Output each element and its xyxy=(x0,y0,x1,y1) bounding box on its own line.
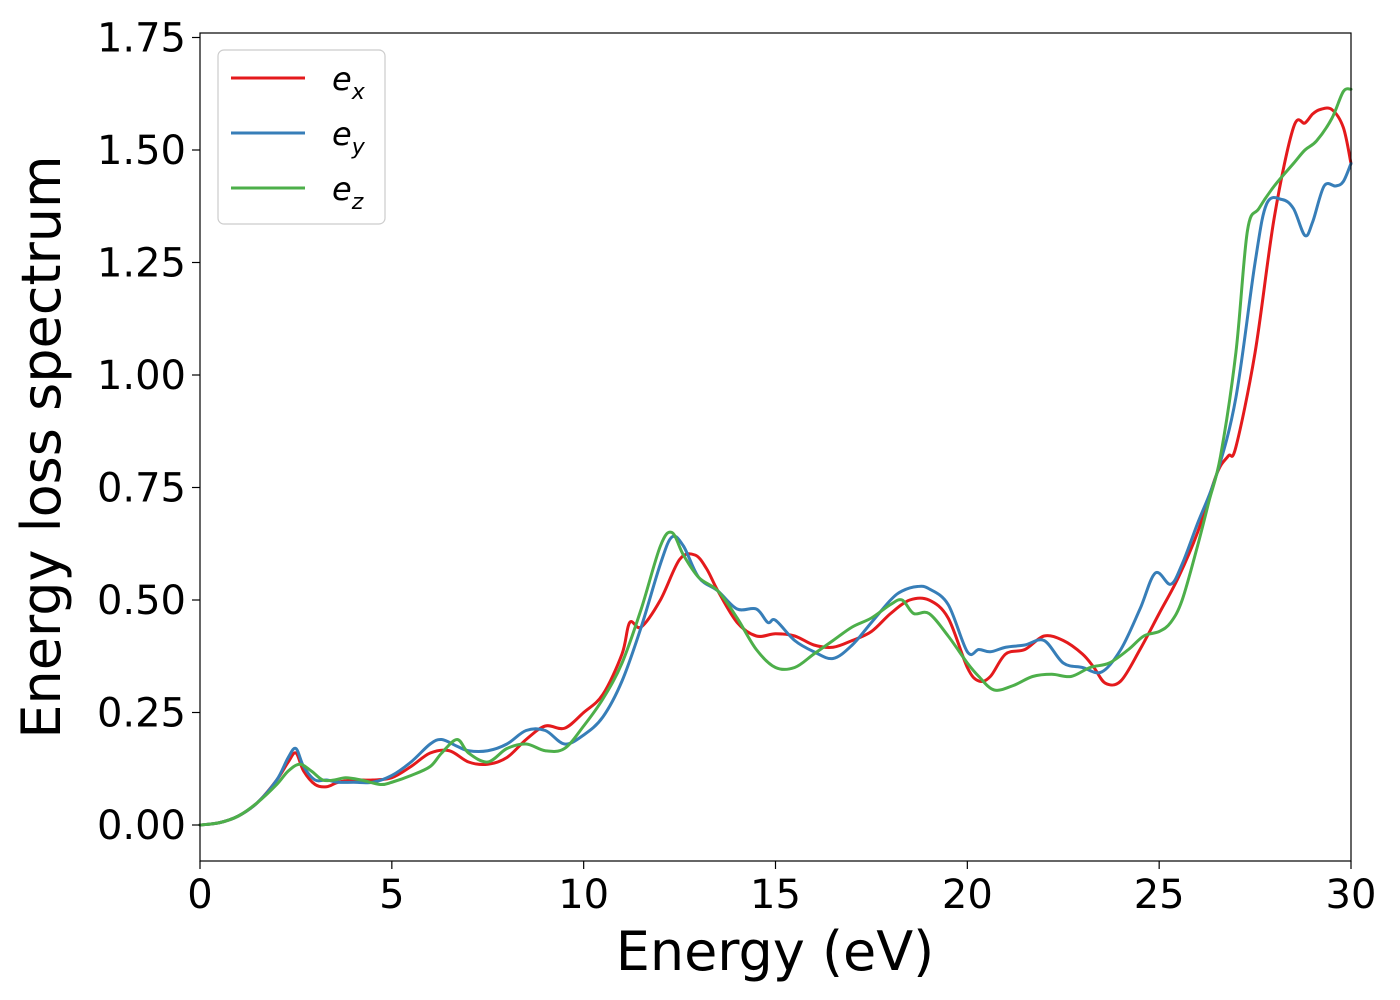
legend-label-base: e xyxy=(332,60,352,98)
x-tick-label: 0 xyxy=(187,872,212,918)
x-axis: 0 5 10 15 20 25 30 xyxy=(187,861,1376,918)
y-tick-label: 1.75 xyxy=(97,16,186,62)
legend-label-subscript: y xyxy=(351,135,366,160)
legend-label-subscript: x xyxy=(351,80,366,105)
y-tick-label: 0.50 xyxy=(97,578,186,624)
legend-label-base: e xyxy=(332,170,352,208)
legend-label-z: ez xyxy=(332,170,364,215)
legend-label-y: ey xyxy=(332,115,366,160)
y-tick-label: 1.50 xyxy=(97,128,186,174)
y-tick-label: 0.00 xyxy=(97,803,186,849)
legend-label-base: e xyxy=(332,115,352,153)
x-tick-label: 20 xyxy=(942,872,993,918)
x-tick-label: 10 xyxy=(558,872,609,918)
y-tick-label: 1.00 xyxy=(97,353,186,399)
x-tick-label: 25 xyxy=(1134,872,1185,918)
series-line-y xyxy=(198,162,1353,827)
y-axis-title: Energy loss spectrum xyxy=(10,155,73,738)
y-tick-label: 0.25 xyxy=(97,691,186,737)
x-axis-title: Energy (eV) xyxy=(616,920,935,983)
y-axis: 0.00 0.25 0.50 0.75 1.00 1.25 1.50 1.75 xyxy=(97,16,200,849)
x-tick-label: 15 xyxy=(750,872,801,918)
y-tick-label: 1.25 xyxy=(97,241,186,287)
x-tick-label: 30 xyxy=(1326,872,1377,918)
x-tick-label: 5 xyxy=(379,872,404,918)
legend-label-subscript: z xyxy=(351,190,364,215)
legend-box xyxy=(217,49,386,225)
y-tick-label: 0.75 xyxy=(97,466,186,512)
series-line-z xyxy=(198,87,1353,827)
series-layer xyxy=(198,87,1353,827)
legend-label-x: ex xyxy=(332,60,366,105)
